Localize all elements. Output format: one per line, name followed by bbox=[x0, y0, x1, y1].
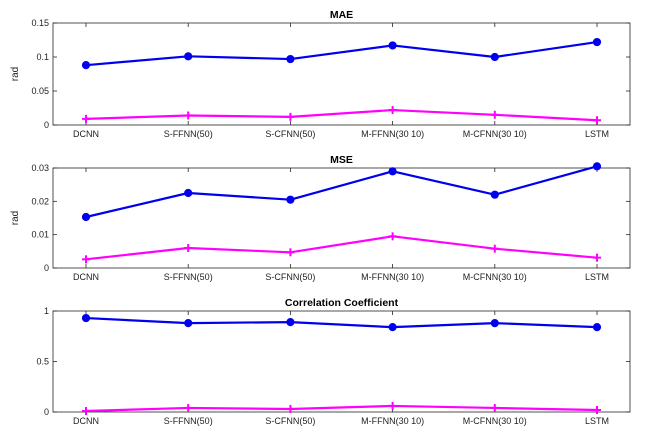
data-point-circle bbox=[490, 190, 499, 199]
series-line-1 bbox=[85, 316, 598, 329]
data-point-circle bbox=[592, 323, 602, 332]
x-tick-label: LSTM bbox=[585, 272, 609, 282]
data-point-circle bbox=[81, 313, 91, 323]
x-tick-label: LSTM bbox=[585, 129, 609, 139]
x-tick-label: S-CFNN(50) bbox=[265, 129, 315, 139]
data-point-circle bbox=[286, 195, 295, 204]
data-point-circle bbox=[184, 52, 193, 61]
data-point-plus bbox=[286, 248, 295, 257]
data-point-circle bbox=[388, 323, 397, 332]
axes-box bbox=[52, 167, 631, 269]
series-line-2 bbox=[85, 404, 598, 413]
data-point-plus bbox=[184, 244, 193, 252]
data-point-plus bbox=[490, 110, 499, 119]
data-point-plus bbox=[490, 403, 499, 412]
x-tick-label: M-FFNN(30 10) bbox=[361, 272, 424, 282]
y-tick-label: 0.5 bbox=[36, 357, 49, 367]
x-tick-label: M-CFNN(30 10) bbox=[463, 416, 527, 426]
data-point-plus bbox=[388, 106, 397, 115]
y-tick-label: 0 bbox=[44, 120, 49, 130]
x-tick-label: M-CFNN(30 10) bbox=[463, 272, 527, 282]
data-point-plus bbox=[593, 116, 601, 125]
data-point-plus bbox=[184, 403, 193, 412]
x-tick-label: M-CFNN(30 10) bbox=[463, 129, 527, 139]
series-line-2 bbox=[85, 235, 598, 261]
x-tick-label: S-FFNN(50) bbox=[164, 416, 213, 426]
data-point-circle bbox=[81, 212, 91, 222]
x-tick-label: S-CFNN(50) bbox=[265, 416, 315, 426]
series-line-1 bbox=[85, 165, 598, 219]
chart-panel-1: MAE rad 0 0.05 0.1 0.15 DCNN S-FFNN(50) S-CFNN(5… bbox=[10, 9, 631, 139]
chart-title: Correlation Coefficient bbox=[285, 297, 399, 309]
data-point-circle bbox=[592, 37, 602, 47]
data-point-circle bbox=[592, 162, 602, 171]
x-tick-label: DCNN bbox=[73, 129, 99, 139]
data-point-plus bbox=[82, 406, 90, 415]
data-point-circle bbox=[490, 319, 499, 328]
x-tick-label: M-FFNN(30 10) bbox=[361, 129, 424, 139]
axes-box bbox=[52, 22, 631, 126]
y-axis-label: rad bbox=[10, 211, 21, 225]
data-point-plus bbox=[490, 244, 499, 253]
data-point-plus bbox=[286, 404, 295, 413]
data-point-plus bbox=[388, 232, 397, 241]
data-point-circle bbox=[184, 188, 193, 198]
x-tick-label: DCNN bbox=[73, 272, 99, 282]
data-point-circle bbox=[286, 318, 295, 327]
chart-title: MAE bbox=[330, 9, 353, 21]
y-tick-label: 0.03 bbox=[31, 163, 49, 173]
chart-panel-3: Correlation Coefficient 0 0.5 1 DCNN S-FFNN(5… bbox=[36, 297, 631, 426]
x-tick-label: DCNN bbox=[73, 416, 99, 426]
y-tick-label: 0.1 bbox=[36, 52, 49, 62]
data-point-circle bbox=[388, 41, 397, 50]
y-tick-label: 0 bbox=[44, 263, 49, 273]
y-tick-label: 0.02 bbox=[31, 196, 49, 206]
x-tick-label: LSTM bbox=[585, 416, 609, 426]
y-tick-label: 0 bbox=[44, 407, 49, 417]
data-point-plus bbox=[593, 405, 601, 414]
y-axis-label: rad bbox=[10, 67, 21, 81]
chart-panel-2: MSE rad 0 0.01 0.02 0.03 DCNN S-FFNN(50) S-CFNN(… bbox=[10, 154, 631, 282]
y-tick-label: 0.05 bbox=[31, 86, 49, 96]
x-tick-label: S-FFNN(50) bbox=[164, 272, 213, 282]
data-point-circle bbox=[490, 52, 499, 62]
axes-box bbox=[52, 310, 631, 413]
data-point-circle bbox=[184, 319, 193, 328]
data-point-circle bbox=[388, 167, 397, 176]
data-point-plus bbox=[184, 111, 193, 120]
series-line-2 bbox=[85, 108, 598, 122]
data-point-plus bbox=[593, 253, 601, 262]
y-tick-label: 0.01 bbox=[31, 230, 49, 240]
x-tick-label: S-FFNN(50) bbox=[164, 129, 213, 139]
data-point-plus bbox=[388, 401, 397, 410]
x-tick-label: S-CFNN(50) bbox=[265, 272, 315, 282]
data-point-plus bbox=[82, 114, 90, 123]
y-tick-label: 0.15 bbox=[31, 18, 49, 28]
chart-title: MSE bbox=[330, 154, 353, 166]
data-point-circle bbox=[81, 61, 91, 70]
series-line-1 bbox=[85, 40, 598, 67]
y-tick-label: 1 bbox=[44, 306, 49, 316]
x-tick-label: M-FFNN(30 10) bbox=[361, 416, 424, 426]
data-point-plus bbox=[82, 255, 90, 264]
data-point-circle bbox=[286, 54, 295, 64]
data-point-plus bbox=[286, 112, 295, 121]
